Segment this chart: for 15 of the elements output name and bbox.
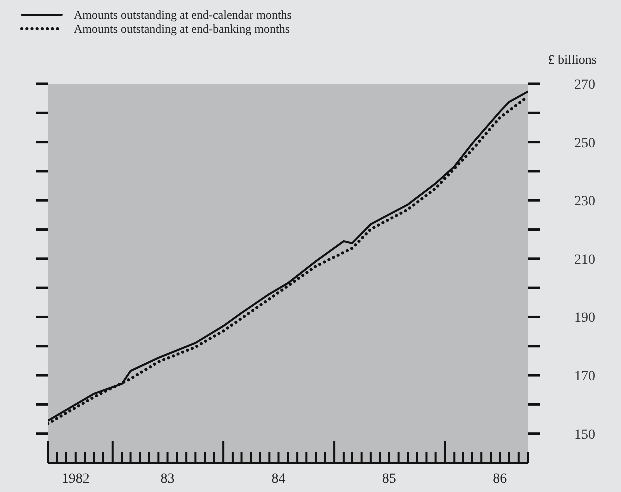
y-tick-label: 250 [574,136,596,152]
y-tick-label: 170 [574,370,596,385]
y-tick-label: 230 [574,194,596,210]
legend-label: Amounts outstanding at end-banking months [74,22,290,36]
x-tick-label: 84 [272,472,286,487]
y-tick-label: 210 [574,252,596,268]
y-tick-label: 270 [574,78,596,93]
y-tick-label: 150 [574,428,596,443]
legend-label: Amounts outstanding at end-calendar months [74,8,292,22]
x-tick-label: 83 [160,472,175,487]
x-tick-label: 1982 [62,472,90,487]
x-tick-label: 85 [382,472,396,487]
x-tick-label: 86 [493,472,508,487]
y-axis-title: £ billions [548,52,597,68]
y-tick-label: 190 [574,311,596,326]
